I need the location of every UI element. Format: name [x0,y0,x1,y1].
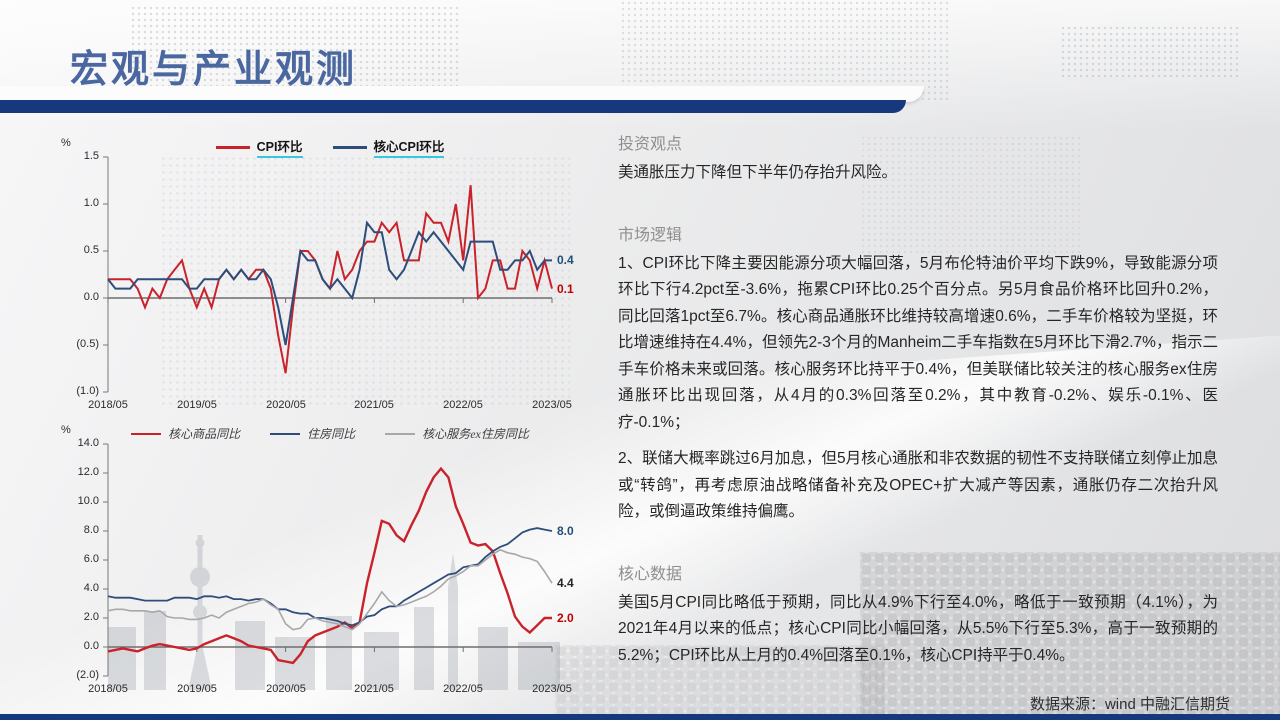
header-white-band [0,86,924,102]
y-tick-label: 1.5 [83,150,99,162]
legend-item: 核心商品同比 [131,425,240,443]
legend-item: 核心CPI环比 [332,136,445,158]
chart-legend: 核心商品同比 住房同比 核心服务ex住房同比 [108,425,552,443]
dot-pattern [1060,25,1240,80]
y-tick-label: 12.0 [77,466,99,478]
series-end-label: 8.0 [557,524,574,538]
plot-area [103,156,553,393]
market-logic-point-1: 1、CPI环比下降主要因能源分项大幅回落，5月布伦特油价平均下跌9%，导致能源分… [618,254,1218,431]
legend-line-swatch [270,433,301,435]
x-tick-label: 2022/05 [443,399,483,411]
core-data-text: 美国5月CPI同比略低于预期，同比从4.9%下行至4.0%，略低于一致预期（4.… [618,593,1218,664]
x-tick-label: 2021/05 [354,683,394,695]
section-heading-investment-view: 投资观点 [618,136,683,153]
data-source: 数据来源：wind 中融汇信期货 [1029,696,1230,713]
x-tick-label: 2020/05 [266,683,306,695]
y-tick-label: 8.0 [83,524,99,536]
legend-item: 住房同比 [270,425,355,443]
legend-label: 核心CPI环比 [373,136,445,158]
x-tick-label: 2021/05 [354,399,394,411]
axis-unit-label: % [61,137,71,149]
section-heading-core-data: 核心数据 [618,565,683,583]
y-tick-label: (1.0) [76,385,99,397]
legend-label: 住房同比 [307,427,356,441]
series-end-label: 0.1 [557,282,574,296]
dot-pattern [620,0,950,100]
series-line [107,548,553,631]
y-tick-label: 1.0 [83,197,99,209]
x-tick-label: 2023/05 [532,683,572,695]
x-tick-label: 2020/05 [266,399,306,411]
x-tick-label: 2019/05 [177,683,217,695]
page-title: 宏观与产业观测 [70,49,358,91]
x-tick-label: 2022/05 [443,683,483,695]
legend-line-swatch [131,433,162,435]
legend-label: 核心服务ex住房同比 [422,427,529,441]
series-end-label: 4.4 [557,576,574,590]
header-divider-bar [0,100,906,113]
legend-item: 核心服务ex住房同比 [385,425,529,443]
plot-area [103,443,553,677]
y-tick-label: (0.5) [76,338,99,350]
series-line [107,527,553,627]
legend-label: CPI环比 [256,136,303,158]
y-tick-label: 4.0 [83,582,99,594]
legend-item: CPI环比 [215,136,303,158]
y-tick-label: 0.0 [83,291,99,303]
series-end-label: 0.4 [557,253,574,267]
cpi-mom-line-chart: % 1.5 1.0 0.5 0.0 (0.5) (1.0) 2018/05 2019/05 202… [58,136,574,414]
y-tick-label: 0.5 [83,244,99,256]
investment-view-text: 美通胀压力下降但下半年仍存抬升风险。 [618,164,898,181]
y-tick-label: 2.0 [83,611,99,623]
legend-label: 核心商品同比 [168,427,241,441]
legend-line-swatch [385,433,416,435]
legend-line-swatch [215,145,250,149]
x-tick-label: 2018/05 [88,683,128,695]
analysis-panel: 投资观点 美通胀压力下降但下半年仍存抬升风险。 市场逻辑 1、CPI环比下降主要… [618,130,1218,679]
series-end-label: 2.0 [557,611,574,625]
market-logic-point-2: 2、联储大概率跳过6月加息，但5月核心通胀和非农数据的韧性不支持联储立刻停止加息… [618,450,1218,520]
bottom-bar [0,714,1280,720]
x-tick-label: 2023/05 [532,399,572,411]
section-heading-market-logic: 市场逻辑 [618,226,683,244]
legend-line-swatch [332,145,367,149]
y-tick-label: 14.0 [77,437,99,449]
y-tick-label: 10.0 [77,495,99,507]
series-line [107,466,552,665]
chart-legend: CPI环比 核心CPI环比 [108,136,552,158]
x-tick-label: 2019/05 [177,399,217,411]
series-line [107,220,552,346]
y-tick-label: (2.0) [76,669,99,681]
core-components-yoy-line-chart: % 14.0 12.0 10.0 8.0 6.0 4.0 2.0 0.0 (2.0) 2018/05… [58,419,574,695]
y-tick-label: 6.0 [83,553,99,565]
x-tick-label: 2018/05 [88,399,128,411]
y-tick-label: 0.0 [83,640,99,652]
axis-unit-label: % [61,424,71,436]
